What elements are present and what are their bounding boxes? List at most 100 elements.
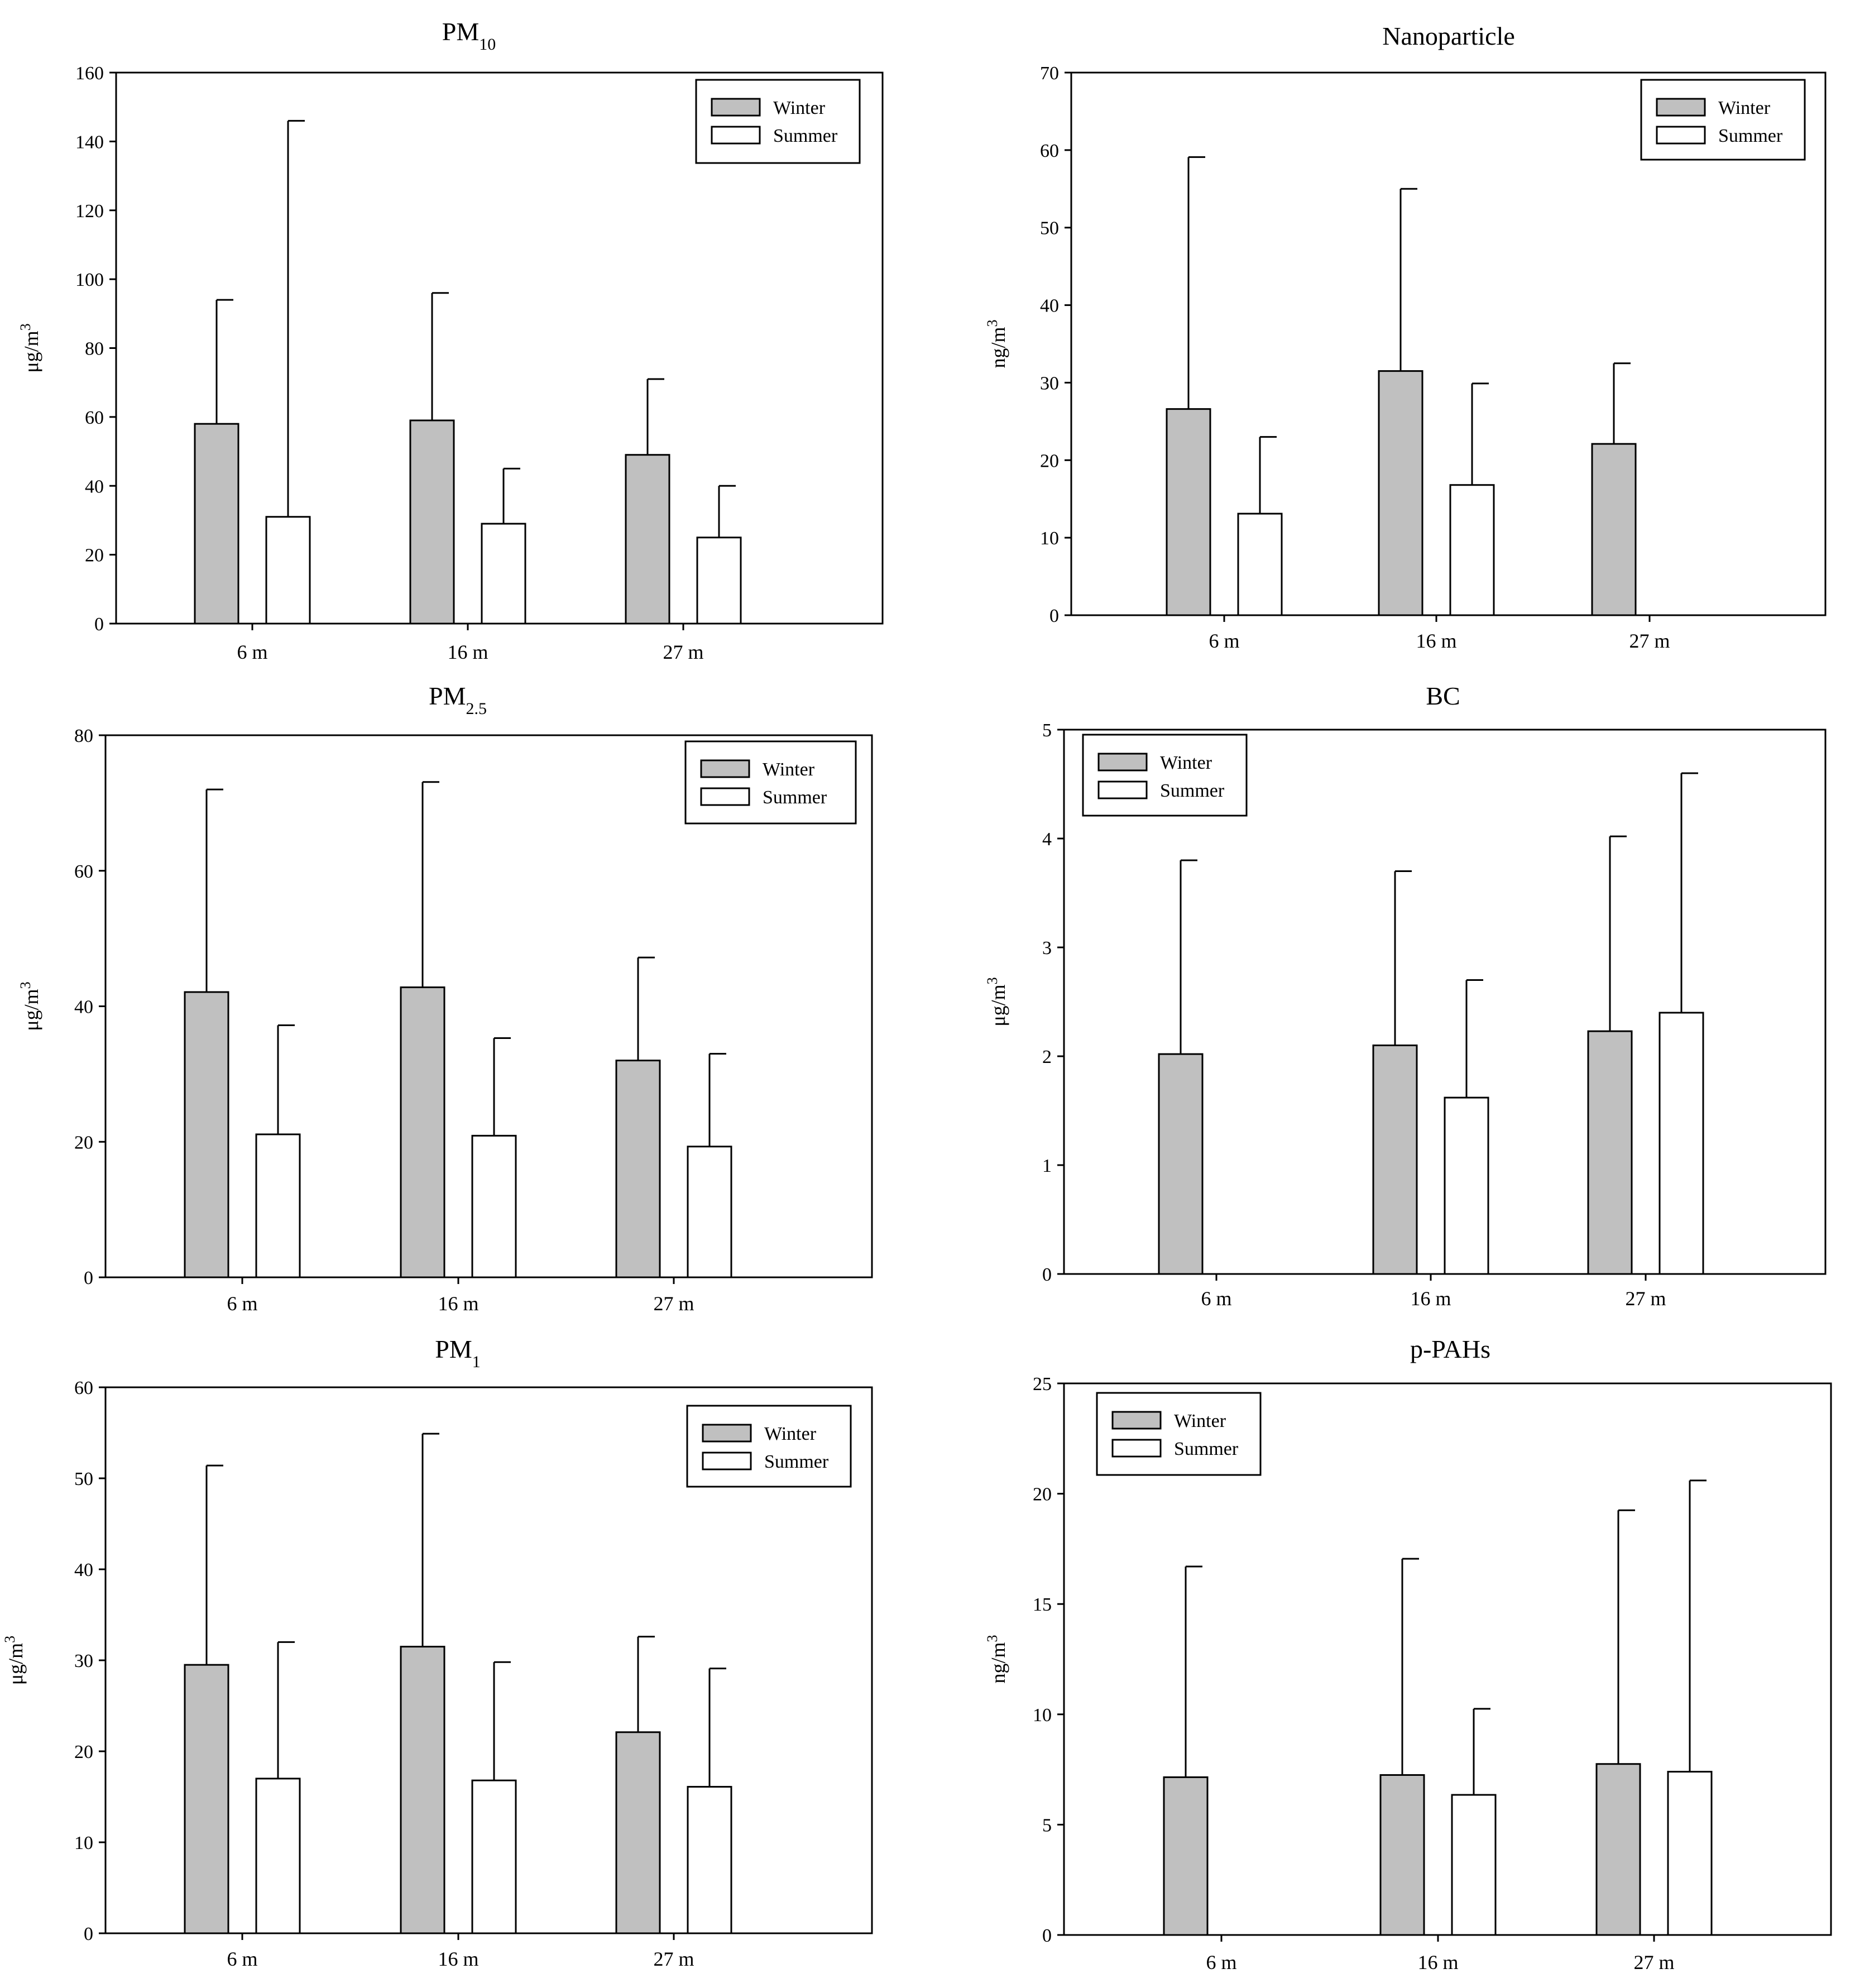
bar-winter-27m	[1591, 443, 1637, 616]
bar-summer-27m	[687, 1146, 732, 1278]
y-tick-label: 20	[74, 1132, 93, 1153]
y-axis-label: μg/m3	[2, 1636, 27, 1685]
y-tick-label: 20	[1033, 1484, 1052, 1505]
x-category-label: 27 m	[653, 1292, 694, 1315]
y-tick-label: 80	[85, 339, 104, 360]
y-tick-label: 20	[74, 1742, 93, 1762]
bar-summer-16m	[471, 1134, 517, 1278]
x-category-label: 16 m	[1417, 1951, 1458, 1973]
bar-winter-16m	[1379, 1774, 1425, 1936]
y-tick-label: 140	[75, 132, 104, 152]
legend-label-summer: Summer	[1174, 1439, 1239, 1459]
chart-title: PM2.5	[429, 682, 487, 718]
plot-area	[1063, 1382, 1832, 1936]
x-category-label: 16 m	[1416, 630, 1456, 652]
y-tick-label: 100	[75, 270, 104, 290]
y-tick-label: 0	[1042, 1264, 1052, 1285]
y-tick-label: 1	[1042, 1156, 1052, 1176]
y-tick-label: 3	[1042, 938, 1052, 959]
bar-summer-6m	[255, 1778, 301, 1934]
legend-swatch-winter	[1111, 1411, 1162, 1430]
y-tick-label: 30	[1040, 373, 1059, 394]
legend-swatch-winter	[700, 759, 750, 778]
bar-winter-6m	[1163, 1776, 1209, 1936]
legend: Winter Summer	[695, 79, 861, 164]
y-tick-label: 4	[1042, 829, 1052, 850]
y-tick-label: 15	[1033, 1594, 1052, 1615]
y-tick-label: 80	[74, 726, 93, 746]
y-tick-label: 50	[74, 1469, 93, 1489]
x-category-label: 16 m	[438, 1948, 478, 1970]
legend-swatch-winter	[1656, 98, 1706, 117]
chart-panel-4: BC 0 1 2 3 4 5 μg/m3 6 m 16 m 27 m Winter Summer	[984, 682, 1827, 1310]
bar-summer-16m	[1451, 1794, 1497, 1936]
x-category-label: 16 m	[1410, 1287, 1451, 1310]
bar-winter-6m	[1166, 408, 1211, 616]
y-axis-label: μg/m3	[984, 977, 1010, 1026]
legend-swatch-winter	[711, 98, 761, 117]
legend-label-winter: Winter	[763, 759, 815, 780]
legend-label-summer: Summer	[773, 126, 838, 146]
legend: Winter Summer	[684, 740, 857, 825]
x-category-label: 6 m	[227, 1292, 257, 1315]
chart-panel-6: p-PAHs 0 5 10 15 20 25 ng/m3 6 m 16 m 27 m Winter Su…	[984, 1335, 1832, 1973]
bar-summer-27m	[687, 1786, 732, 1934]
legend-box	[1096, 1392, 1262, 1476]
x-category-label: 27 m	[1625, 1287, 1666, 1310]
y-axis-label-superscript: 3	[984, 319, 1000, 327]
y-axis-label: ng/m3	[984, 1635, 1010, 1683]
legend-swatch-summer	[700, 787, 750, 806]
y-tick-label: 20	[1040, 451, 1059, 471]
legend-box	[684, 740, 857, 825]
x-category-label: 6 m	[1206, 1951, 1236, 1973]
y-tick-label: 40	[85, 476, 104, 497]
y-tick-label: 40	[74, 1560, 93, 1580]
bar-winter-6m	[184, 1664, 229, 1934]
legend-box	[695, 79, 861, 164]
legend-box	[1640, 79, 1806, 161]
y-tick-label: 60	[85, 408, 104, 428]
y-axis-label: μg/m3	[17, 323, 43, 372]
y-tick-label: 160	[75, 63, 104, 84]
x-category-label: 6 m	[237, 641, 267, 663]
bar-winter-16m	[400, 1646, 445, 1934]
y-tick-label: 10	[74, 1833, 93, 1853]
bar-summer-6m	[265, 516, 311, 625]
bar-winter-27m	[1595, 1763, 1641, 1936]
bar-winter-16m	[1378, 370, 1423, 616]
bar-winter-6m	[1158, 1053, 1204, 1275]
y-tick-label: 40	[1040, 296, 1059, 317]
y-axis-label: μg/m3	[17, 981, 43, 1031]
bar-winter-27m	[615, 1731, 661, 1934]
bar-summer-27m	[696, 536, 742, 625]
legend: Winter Summer	[1640, 79, 1806, 161]
legend-swatch-winter	[1097, 753, 1148, 772]
legend-box	[1082, 734, 1248, 817]
legend-label-winter: Winter	[764, 1424, 817, 1444]
plot-area	[1070, 71, 1827, 616]
y-tick-label: 25	[1033, 1374, 1052, 1395]
legend-label-summer: Summer	[764, 1452, 829, 1472]
bar-summer-16m	[471, 1779, 517, 1934]
legend-swatch-summer	[1111, 1439, 1162, 1458]
chart-title: PM10	[442, 17, 496, 54]
bar-summer-16m	[481, 523, 526, 625]
y-tick-label: 0	[1042, 1925, 1052, 1946]
legend-label-winter: Winter	[773, 98, 826, 118]
y-tick-label: 5	[1042, 720, 1052, 741]
y-axis-label-superscript: 3	[17, 323, 33, 330]
y-tick-label: 5	[1042, 1815, 1052, 1836]
legend-label-summer: Summer	[1160, 780, 1225, 801]
y-axis-label-superscript: 3	[984, 1635, 1000, 1642]
bar-winter-16m	[1372, 1045, 1418, 1275]
y-tick-label: 10	[1033, 1705, 1052, 1726]
chart-panel-1: PM10 0 20 40 60 80 100 120 140 160 μg/m3 6 m 16 m 27 …	[17, 17, 884, 663]
x-category-label: 27 m	[1629, 630, 1670, 652]
chart-title-subscript: 2.5	[466, 700, 487, 718]
legend-label-winter: Winter	[1160, 753, 1212, 773]
x-category-label: 16 m	[447, 641, 488, 663]
y-axis-label: ng/m3	[984, 319, 1010, 368]
y-tick-label: 120	[75, 201, 104, 222]
legend-box	[686, 1405, 852, 1488]
chart-title: p-PAHs	[1410, 1335, 1490, 1363]
